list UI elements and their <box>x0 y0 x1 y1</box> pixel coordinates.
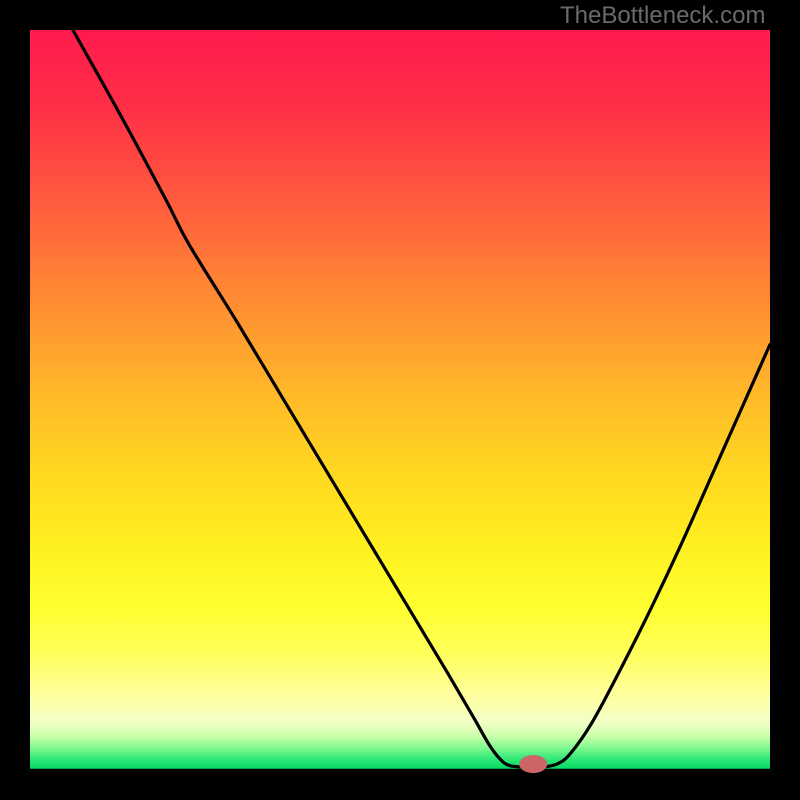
optimal-marker <box>519 755 547 773</box>
bottleneck-chart <box>0 0 800 800</box>
plot-background <box>30 30 770 770</box>
watermark-text: TheBottleneck.com <box>560 2 765 30</box>
